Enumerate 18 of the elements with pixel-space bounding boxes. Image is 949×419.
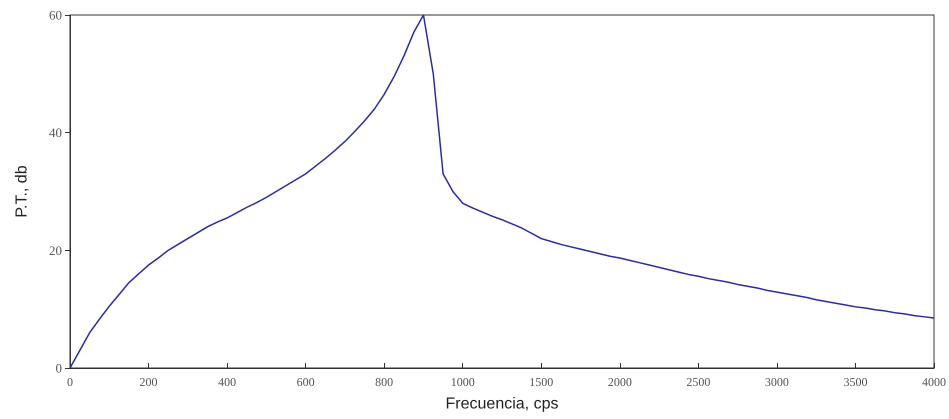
y-tick-label: 20 <box>49 242 62 258</box>
y-tick-label: 40 <box>49 125 62 140</box>
y-tick-label: 0 <box>56 360 62 376</box>
x-tick-label: 3500 <box>843 375 868 389</box>
y-tick-label: 60 <box>49 8 62 22</box>
x-tick-label: 2500 <box>686 375 710 389</box>
x-tick-label: 2000 <box>608 375 632 389</box>
x-tick-label: 3000 <box>764 375 789 389</box>
y-axis-title: P.T., db <box>14 165 30 218</box>
x-tick-label: 800 <box>375 375 394 389</box>
x-axis-title: Frecuencia, cps <box>446 396 558 412</box>
x-tick-label: 400 <box>218 375 236 389</box>
x-tick-label: 4000 <box>922 375 946 389</box>
x-tick-label: 1500 <box>529 375 554 389</box>
x-tick-label: 600 <box>296 375 315 389</box>
x-tick-label: 0 <box>67 375 73 389</box>
x-tick-label: 1000 <box>450 375 475 389</box>
x-tick-label: 200 <box>140 375 158 389</box>
